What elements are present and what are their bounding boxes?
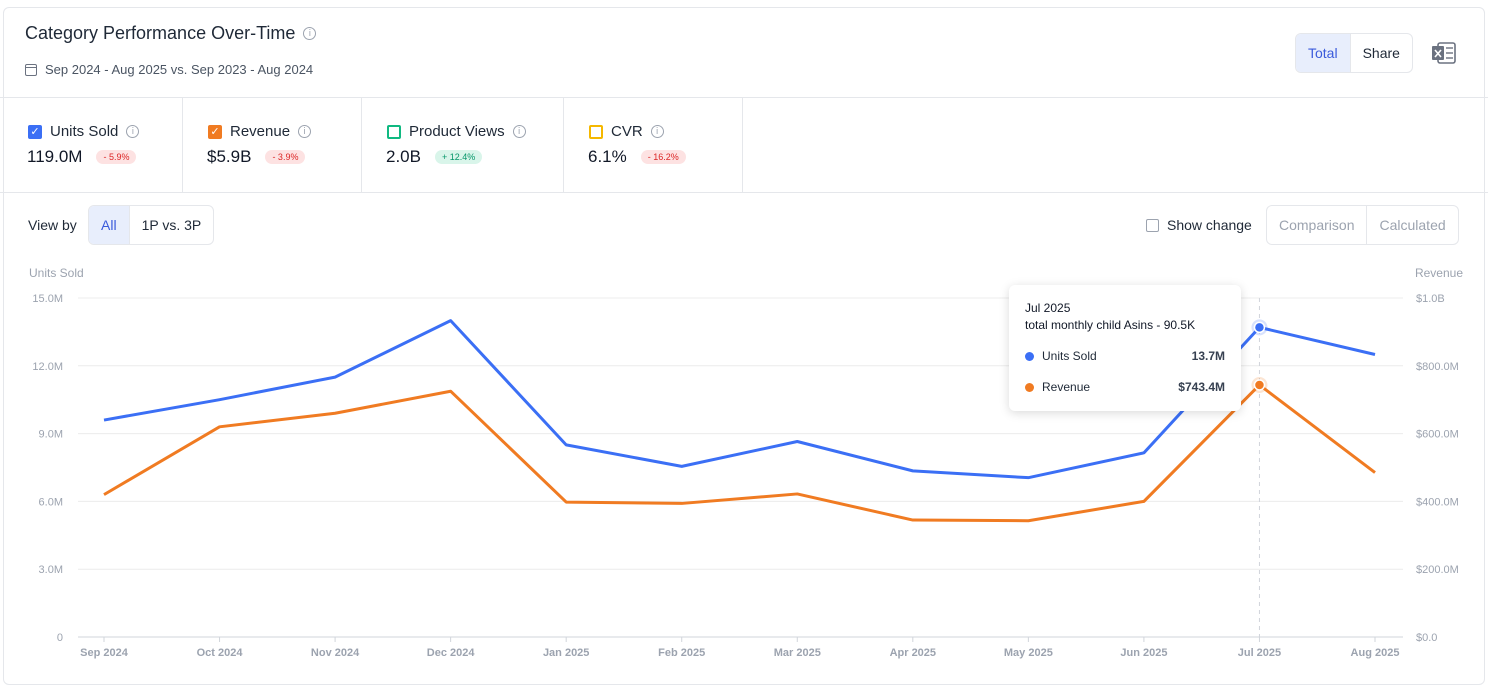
calculated-button[interactable]: Calculated: [1366, 206, 1457, 244]
view-all-button[interactable]: All: [89, 206, 129, 244]
date-range[interactable]: Sep 2024 - Aug 2025 vs. Sep 2023 - Aug 2…: [25, 62, 313, 77]
checkbox-unchecked-icon[interactable]: [387, 124, 401, 139]
y-tick-label: 15.0M: [32, 293, 63, 305]
tooltip-row-units: Units Sold 13.7M: [1025, 349, 1225, 363]
show-change-checkbox[interactable]: [1146, 218, 1159, 232]
chart-tooltip: Jul 2025 total monthly child Asins - 90.…: [1009, 285, 1241, 411]
show-change-label: Show change: [1167, 217, 1252, 233]
metric-label: CVR: [611, 123, 643, 140]
metric-value: $5.9B: [207, 147, 252, 166]
tooltip-value: 13.7M: [1191, 349, 1225, 363]
metric-value: 119.0M: [27, 147, 83, 166]
x-tick-label: Dec 2024: [427, 647, 476, 659]
info-icon[interactable]: i: [126, 125, 140, 138]
x-tick-label: May 2025: [1004, 647, 1053, 659]
y2-tick-label: $800.0M: [1416, 361, 1459, 373]
view-by-toggle: All 1P vs. 3P: [88, 205, 215, 245]
y2-axis-title: Revenue: [1415, 266, 1463, 280]
y-tick-label: 6.0M: [39, 496, 63, 508]
checkbox-checked-icon[interactable]: ✓: [208, 124, 222, 139]
series-line-revenue: [103, 383, 1376, 523]
metrics-divider: [0, 192, 1488, 193]
info-icon[interactable]: i: [512, 125, 526, 138]
legend-dot: [1025, 382, 1034, 392]
y2-tick-label: $0.0: [1416, 632, 1437, 644]
legend-dot: [1025, 351, 1034, 361]
x-tick-label: Aug 2025: [1351, 647, 1400, 659]
y2-tick-label: $1.0B: [1416, 293, 1445, 305]
y-axis-title: Units Sold: [29, 266, 84, 280]
tooltip-subtitle: total monthly child Asins - 90.5K: [1025, 318, 1196, 332]
y-tick-label: 12.0M: [32, 361, 63, 373]
view-1p-3p-button[interactable]: 1P vs. 3P: [128, 206, 214, 244]
title-text: Category Performance Over-Time: [25, 23, 296, 43]
mode-toggle: Comparison Calculated: [1266, 205, 1459, 245]
page-title: Category Performance Over-Time i: [25, 23, 317, 44]
change-badge: - 5.9%: [96, 150, 137, 164]
tooltip-title: Jul 2025: [1025, 301, 1071, 315]
calendar-icon: [25, 63, 37, 76]
info-icon[interactable]: i: [298, 125, 312, 138]
y2-tick-label: $600.0M: [1416, 429, 1459, 441]
y-tick-label: 0: [57, 632, 63, 644]
metric-value: 6.1%: [588, 147, 627, 166]
x-tick-label: Oct 2024: [197, 647, 244, 659]
date-range-text: Sep 2024 - Aug 2025 vs. Sep 2023 - Aug 2…: [45, 62, 314, 77]
x-tick-label: Mar 2025: [774, 647, 821, 659]
tooltip-row-revenue: Revenue $743.4M: [1025, 380, 1225, 394]
series-line-units-sold: [103, 319, 1376, 480]
view-by-label: View by: [28, 217, 77, 233]
comparison-button[interactable]: Comparison: [1279, 217, 1355, 233]
total-share-toggle: Total Share: [1295, 33, 1413, 73]
header-divider: [0, 97, 1488, 98]
excel-export-icon[interactable]: [1431, 42, 1457, 64]
metric-revenue[interactable]: ✓ Revenue i $5.9B - 3.9%: [183, 97, 362, 192]
y-tick-label: 3.0M: [39, 564, 63, 576]
change-badge: - 3.9%: [265, 150, 306, 164]
x-tick-label: Feb 2025: [658, 647, 705, 659]
x-tick-label: Apr 2025: [890, 647, 936, 659]
metric-label: Revenue: [230, 123, 291, 140]
change-badge: - 16.2%: [640, 150, 686, 164]
y2-tick-label: $400.0M: [1416, 496, 1459, 508]
change-badge: + 12.4%: [434, 150, 483, 164]
x-tick-label: Nov 2024: [311, 647, 360, 659]
x-tick-label: Jul 2025: [1238, 647, 1281, 659]
info-icon[interactable]: i: [303, 27, 317, 40]
y-tick-label: 9.0M: [39, 429, 63, 441]
x-tick-label: Sep 2024: [80, 647, 129, 659]
tooltip-label: Units Sold: [1042, 349, 1097, 363]
info-icon[interactable]: i: [650, 125, 664, 138]
tooltip-label: Revenue: [1042, 380, 1091, 394]
x-tick-label: Jan 2025: [543, 647, 589, 659]
toggle-share-button[interactable]: Share: [1349, 34, 1412, 72]
metric-cvr[interactable]: CVR i 6.1% - 16.2%: [564, 97, 743, 192]
metric-product-views[interactable]: Product Views i 2.0B + 12.4%: [362, 97, 564, 192]
checkbox-unchecked-icon[interactable]: [589, 124, 603, 139]
metric-value: 2.0B: [386, 147, 421, 166]
toggle-total-button[interactable]: Total: [1296, 34, 1350, 72]
y2-tick-label: $200.0M: [1416, 564, 1459, 576]
data-point-highlight: [1253, 379, 1266, 391]
data-point-highlight: [1253, 321, 1266, 334]
metric-label: Product Views: [409, 123, 505, 140]
tooltip-value: $743.4M: [1178, 380, 1225, 394]
metric-label: Units Sold: [50, 123, 119, 140]
x-tick-label: Jun 2025: [1120, 647, 1167, 659]
metric-units-sold[interactable]: ✓ Units Sold i 119.0M - 5.9%: [3, 97, 183, 192]
checkbox-checked-icon[interactable]: ✓: [28, 124, 42, 139]
show-change-toggle[interactable]: Show change: [1146, 217, 1252, 233]
